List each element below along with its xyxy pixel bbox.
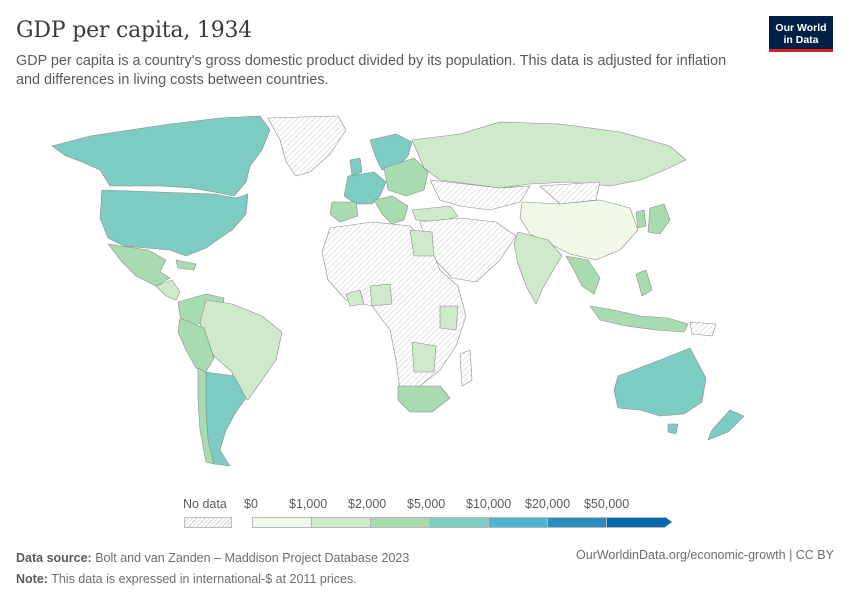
region-chile[interactable]	[197, 367, 215, 465]
legend-color-bin[interactable]	[488, 517, 547, 528]
note-line: Note: This data is expressed in internat…	[16, 569, 409, 590]
legend-color-bin[interactable]	[429, 517, 488, 528]
region-madagascar[interactable]	[459, 349, 473, 387]
region-new-zealand[interactable]	[707, 409, 745, 441]
note-text: This data is expressed in international-…	[51, 572, 357, 586]
region-japan[interactable]	[647, 203, 671, 235]
region-iberia[interactable]	[329, 201, 359, 223]
world-map	[51, 115, 745, 467]
footer-notes: Data source: Bolt and van Zanden – Maddi…	[16, 548, 409, 590]
region-china[interactable]	[519, 199, 639, 261]
region-east-africa[interactable]	[439, 305, 459, 331]
data-source-line: Data source: Bolt and van Zanden – Maddi…	[16, 548, 409, 569]
region-nigeria[interactable]	[369, 283, 393, 307]
legend-color-bin[interactable]	[606, 517, 665, 528]
data-source-label: Data source:	[16, 551, 92, 565]
legend-tick-label: $0	[244, 497, 258, 511]
logo-line-2: in Data	[783, 34, 819, 46]
region-canada[interactable]	[51, 115, 271, 197]
chart-title: GDP per capita, 1934	[16, 18, 253, 43]
legend-tick-label: $10,000	[466, 497, 512, 511]
legend-color-bin[interactable]	[311, 517, 370, 528]
legend-tick-label: $20,000	[525, 497, 571, 511]
legend-color-bin[interactable]	[252, 517, 311, 528]
legend-tick-label: $1,000	[289, 497, 328, 511]
legend-tick-label: $50,000	[584, 497, 630, 511]
region-west-africa[interactable]	[345, 289, 365, 307]
legend-color-bin[interactable]	[547, 517, 606, 528]
region-tasmania[interactable]	[667, 423, 679, 435]
legend-no-data-swatch[interactable]	[184, 517, 232, 528]
source-url[interactable]: OurWorldinData.org/economic-growth | CC …	[576, 548, 834, 562]
region-central-asia[interactable]	[429, 179, 531, 211]
region-central-america[interactable]	[155, 279, 181, 301]
region-greenland[interactable]	[267, 115, 347, 177]
legend-no-data-label: No data	[183, 497, 227, 511]
region-middle-east[interactable]	[419, 217, 517, 283]
data-source-text[interactable]: Bolt and van Zanden – Maddison Project D…	[95, 551, 410, 565]
region-southern-africa[interactable]	[411, 341, 437, 373]
legend-tick-label: $5,000	[407, 497, 446, 511]
region-india[interactable]	[513, 231, 563, 305]
region-indonesia[interactable]	[589, 305, 689, 333]
region-caribbean[interactable]	[175, 259, 197, 271]
legend-color-bin[interactable]	[370, 517, 429, 528]
region-mongolia[interactable]	[539, 181, 601, 205]
region-russia[interactable]	[411, 121, 687, 189]
region-europe-east[interactable]	[383, 157, 429, 197]
region-southeast-asia[interactable]	[565, 255, 601, 295]
owid-logo[interactable]: Our World in Data	[769, 16, 833, 52]
region-egypt[interactable]	[409, 229, 435, 257]
region-korea[interactable]	[635, 209, 647, 229]
legend: No data $0 $1,000 $2,000 $5,000 $10,000 $20,0…	[180, 497, 680, 533]
legend-open-end-arrow	[665, 517, 672, 527]
legend-tick-label: $2,000	[348, 497, 387, 511]
region-south-africa[interactable]	[397, 385, 451, 413]
chart-subtitle: GDP per capita is a country's gross dome…	[16, 53, 727, 88]
region-mexico[interactable]	[107, 243, 171, 287]
region-europe-south[interactable]	[373, 195, 409, 225]
region-australia[interactable]	[613, 347, 707, 417]
region-united-kingdom[interactable]	[349, 157, 363, 177]
region-philippines[interactable]	[635, 269, 653, 297]
note-label: Note:	[16, 572, 48, 586]
logo-line-1: Our World	[775, 22, 827, 34]
region-united-states[interactable]	[99, 189, 249, 257]
region-papua[interactable]	[689, 321, 717, 337]
